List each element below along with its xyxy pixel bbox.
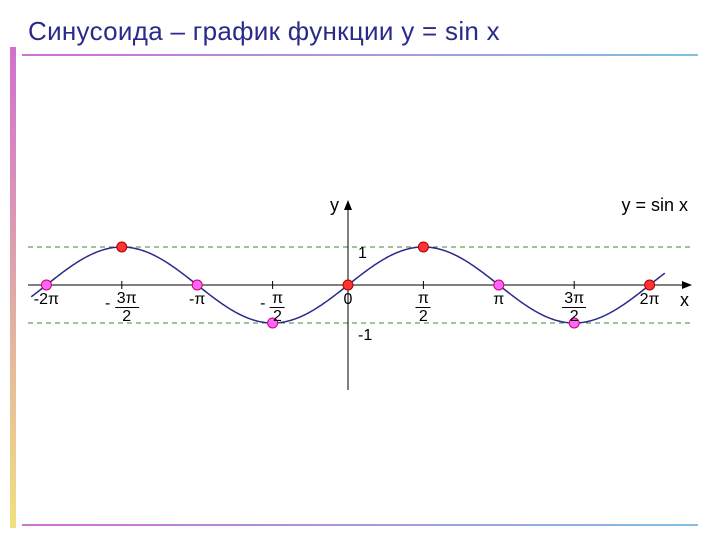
left-accent-bar [10, 47, 16, 528]
y-tick-label: 1 [358, 245, 367, 263]
x-axis-label: x [680, 291, 689, 309]
x-tick-label: -π [189, 291, 205, 309]
slide-title: Синусоида – график функции y = sin x [28, 16, 500, 47]
x-tick-label: - 3π2 [105, 291, 139, 325]
title-underline [22, 54, 698, 56]
x-tick-label: -2π [34, 291, 59, 309]
y-axis-label: y [330, 196, 339, 214]
function-label: y = sin x [621, 196, 688, 214]
bottom-underline [22, 524, 698, 526]
x-tick-label: π [493, 291, 504, 309]
sine-chart: y y = sin x x -2π- 3π2-π- π20π2π3π22π 1-… [28, 200, 692, 390]
y-tick-label: -1 [358, 327, 372, 345]
x-tick-label: 3π2 [562, 291, 586, 325]
x-tick-label: 2π [640, 291, 660, 309]
x-tick-label: π2 [416, 291, 431, 325]
x-tick-label: 0 [344, 291, 353, 309]
x-tick-label: - π2 [260, 291, 285, 325]
